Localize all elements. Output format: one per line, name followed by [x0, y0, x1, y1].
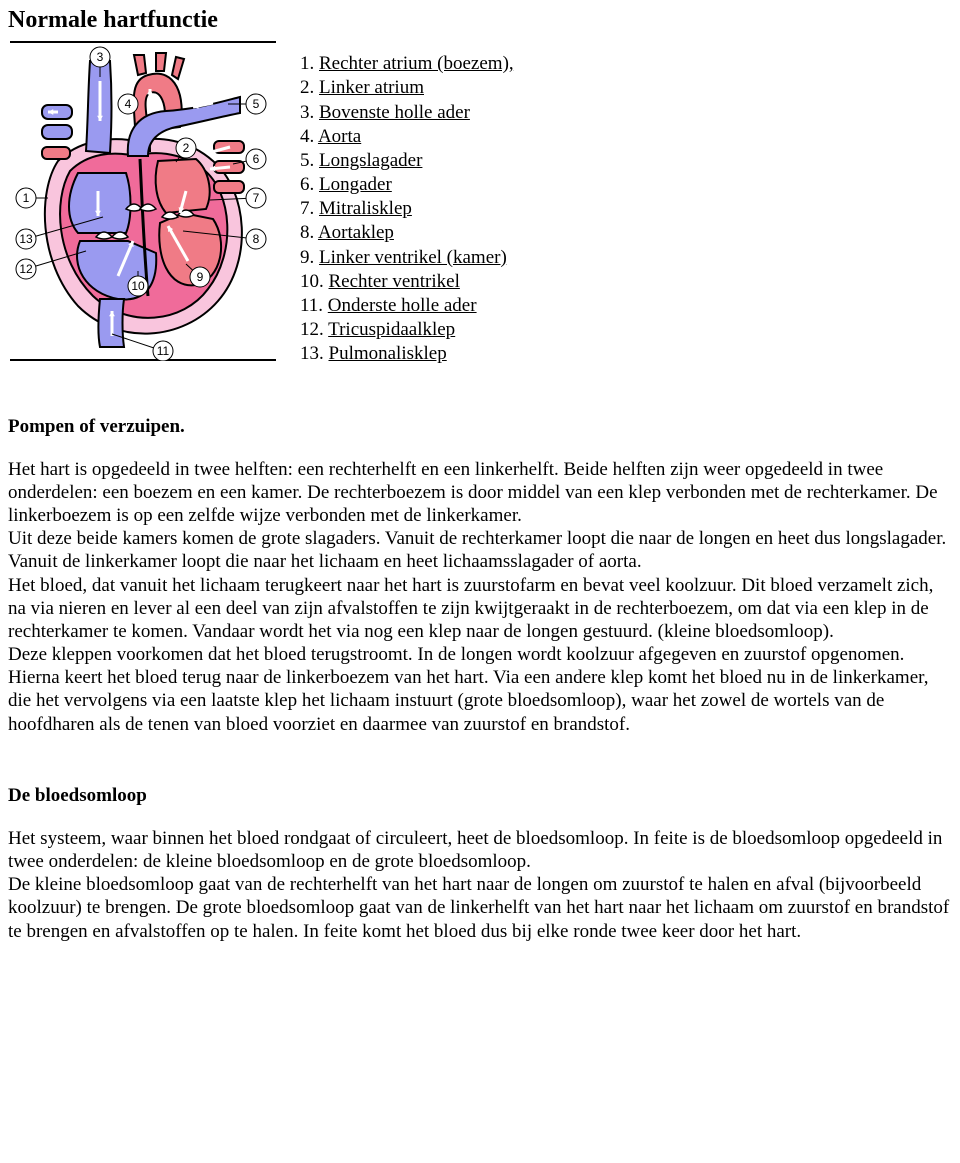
svg-text:2: 2 — [183, 141, 190, 155]
heart-svg: 12345678910111213 — [8, 41, 278, 361]
legend-label: Bovenste holle ader — [319, 102, 470, 123]
legend-item: 6. Longader — [300, 173, 514, 196]
legend-number: 3. — [300, 102, 319, 123]
legend-label: Rechter atrium (boezem), — [319, 53, 514, 74]
legend-number: 1. — [300, 53, 319, 74]
legend-item: 10. Rechter ventrikel — [300, 270, 514, 293]
legend-label: Pulmonalisklep — [329, 343, 447, 364]
figure-row: 12345678910111213 1. Rechter atrium (boe… — [8, 41, 952, 366]
legend-label: Mitralisklep — [319, 198, 412, 219]
legend-number: 12. — [300, 319, 328, 340]
legend-label: Aorta — [318, 126, 361, 147]
svg-text:1: 1 — [23, 191, 30, 205]
legend-number: 6. — [300, 174, 319, 195]
section-body-bloedsomloop: Het systeem, waar binnen het bloed rondg… — [8, 827, 952, 943]
legend-item: 8. Aortaklep — [300, 221, 514, 244]
legend-label: Tricuspidaalklep — [328, 319, 455, 340]
legend-label: Aortaklep — [318, 222, 394, 243]
legend-number: 11. — [300, 295, 328, 316]
document-page: Normale hartfunctie 12345678910111213 1.… — [0, 0, 960, 963]
legend-item: 1. Rechter atrium (boezem), — [300, 52, 514, 75]
legend-item: 13. Pulmonalisklep — [300, 342, 514, 365]
legend-label: Onderste holle ader — [328, 295, 477, 316]
legend-item: 3. Bovenste holle ader — [300, 101, 514, 124]
legend-label: Linker atrium — [319, 77, 424, 98]
svg-text:5: 5 — [253, 97, 260, 111]
svg-text:4: 4 — [125, 97, 132, 111]
legend-label: Linker ventrikel (kamer) — [319, 247, 507, 268]
section-heading-bloedsomloop: De bloedsomloop — [8, 784, 952, 807]
legend-number: 7. — [300, 198, 319, 219]
page-title: Normale hartfunctie — [8, 6, 952, 35]
legend-number: 10. — [300, 271, 329, 292]
legend-item: 12. Tricuspidaalklep — [300, 318, 514, 341]
svg-text:7: 7 — [253, 191, 260, 205]
legend-item: 7. Mitralisklep — [300, 197, 514, 220]
svg-text:3: 3 — [97, 50, 104, 64]
svg-text:8: 8 — [253, 232, 260, 246]
section-heading-pompen: Pompen of verzuipen. — [8, 415, 952, 438]
svg-text:9: 9 — [197, 270, 204, 284]
legend-number: 13. — [300, 343, 329, 364]
svg-text:12: 12 — [19, 262, 33, 276]
legend-number: 8. — [300, 222, 318, 243]
svg-text:10: 10 — [131, 279, 145, 293]
legend-number: 2. — [300, 77, 319, 98]
legend-number: 5. — [300, 150, 319, 171]
legend-list: 1. Rechter atrium (boezem),2. Linker atr… — [300, 41, 514, 366]
legend-item: 5. Longslagader — [300, 149, 514, 172]
legend-label: Rechter ventrikel — [329, 271, 460, 292]
legend-item: 9. Linker ventrikel (kamer) — [300, 246, 514, 269]
heart-diagram: 12345678910111213 — [8, 41, 278, 361]
legend-item: 11. Onderste holle ader — [300, 294, 514, 317]
legend-number: 4. — [300, 126, 318, 147]
section-body-pompen: Het hart is opgedeeld in twee helften: e… — [8, 458, 952, 736]
legend-label: Longslagader — [319, 150, 422, 171]
legend-item: 4. Aorta — [300, 125, 514, 148]
svg-text:11: 11 — [157, 344, 170, 358]
legend-number: 9. — [300, 247, 319, 268]
svg-text:13: 13 — [19, 232, 33, 246]
legend-item: 2. Linker atrium — [300, 76, 514, 99]
svg-text:6: 6 — [253, 152, 260, 166]
legend-label: Longader — [319, 174, 392, 195]
